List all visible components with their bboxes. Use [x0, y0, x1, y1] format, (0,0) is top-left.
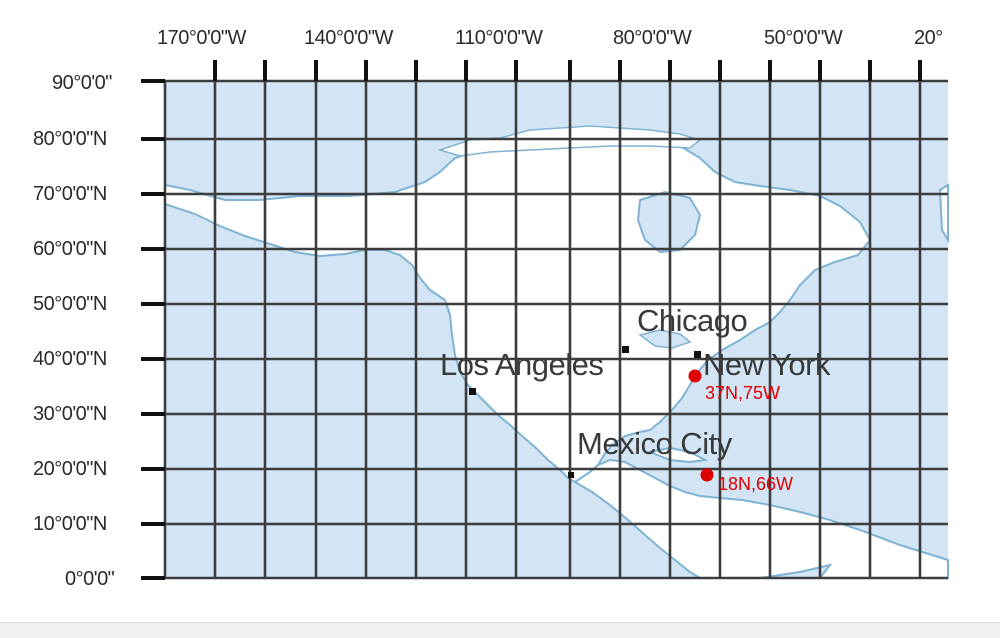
lat-label-70n: 70°0'0"N — [33, 183, 107, 205]
lat-label-10n: 10°0'0"N — [33, 513, 107, 535]
map-view[interactable]: 170°0'0"W 140°0'0"W 110°0'0"W 80°0'0"W 5… — [0, 0, 1000, 620]
lat-label-90: 90°0'0" — [52, 72, 112, 94]
mexico-city-marker[interactable] — [568, 472, 574, 478]
point-marker-37n-75w[interactable] — [688, 369, 702, 383]
lat-label-30n: 30°0'0"N — [33, 403, 107, 425]
lon-label-50w: 50°0'0"W — [764, 27, 843, 49]
land-central-america — [573, 458, 949, 579]
point-label-37n-75w: 37N,75W — [705, 383, 780, 403]
lon-label-170w: 170°0'0"W — [157, 27, 247, 49]
lat-label-0: 0°0'0" — [65, 568, 115, 590]
lat-label-20n: 20°0'0"N — [33, 458, 107, 480]
lon-label-80w: 80°0'0"W — [613, 27, 692, 49]
city-label-new-york: New York — [703, 347, 831, 382]
point-label-18n-66w: 18N,66W — [718, 474, 793, 494]
lon-label-140w: 140°0'0"W — [304, 27, 394, 49]
lat-label-80n: 80°0'0"N — [33, 128, 107, 150]
point-marker-18n-66w[interactable] — [700, 468, 714, 482]
map-canvas: 170°0'0"W 140°0'0"W 110°0'0"W 80°0'0"W 5… — [33, 27, 949, 590]
lat-label-60n: 60°0'0"N — [33, 238, 107, 260]
graticule — [163, 79, 948, 580]
lat-label-40n: 40°0'0"N — [33, 348, 107, 370]
city-label-chicago: Chicago — [637, 303, 747, 338]
city-label-mexico-city: Mexico City — [577, 426, 733, 461]
top-tick-marks — [213, 60, 922, 81]
new-york-marker[interactable] — [694, 351, 701, 358]
city-label-los-angeles: Los Angeles — [440, 347, 603, 382]
lon-label-110w: 110°0'0"W — [455, 27, 543, 49]
los-angeles-marker[interactable] — [469, 388, 476, 395]
land-greenland — [938, 183, 949, 244]
left-tick-marks — [141, 79, 165, 580]
lat-label-50n: 50°0'0"N — [33, 293, 107, 315]
chicago-marker[interactable] — [622, 346, 629, 353]
water-great-lakes — [638, 329, 692, 349]
lon-label-20: 20° — [914, 27, 943, 49]
status-strip — [0, 622, 1000, 638]
